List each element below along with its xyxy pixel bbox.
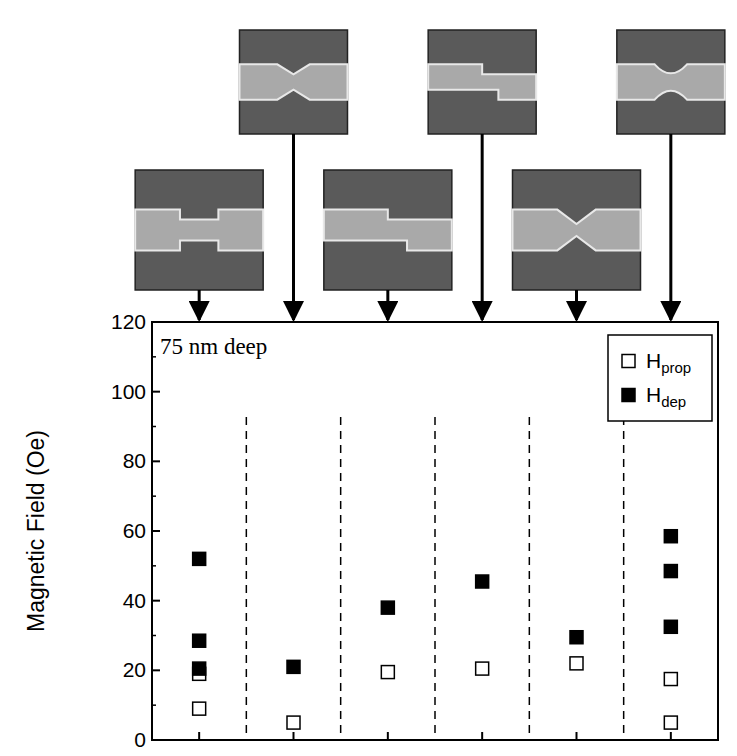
separator <box>623 417 625 740</box>
x-tick <box>576 732 578 740</box>
y-tick <box>152 460 160 462</box>
y-minor-tick <box>152 495 156 497</box>
point <box>193 552 206 565</box>
y-tick-label: 120 <box>111 310 146 333</box>
point <box>287 716 300 729</box>
wire-shape <box>428 64 536 99</box>
point <box>570 631 583 644</box>
point <box>193 634 206 647</box>
separator <box>529 417 531 740</box>
y-tick-label: 80 <box>123 449 146 472</box>
point <box>476 575 489 588</box>
y-tick-label: 20 <box>123 658 146 681</box>
geometry-image <box>240 30 348 134</box>
geometry-image <box>617 30 725 134</box>
y-tick-label: 60 <box>123 519 146 542</box>
y-tick <box>152 391 160 393</box>
x-tick <box>293 732 295 740</box>
point <box>664 620 677 633</box>
wire-shape <box>513 210 641 251</box>
separator <box>340 417 342 740</box>
point <box>664 565 677 578</box>
x-tick <box>670 732 672 740</box>
y-tick <box>152 669 160 671</box>
point <box>381 666 394 679</box>
point <box>476 662 489 675</box>
points <box>193 530 678 729</box>
arrow <box>292 134 295 320</box>
y-minor-tick <box>152 704 156 706</box>
y-tick-label: 0 <box>134 728 146 751</box>
point <box>381 601 394 614</box>
y-tick-label: 40 <box>123 589 146 612</box>
image-frame <box>428 30 536 134</box>
y-tick-label: 100 <box>111 380 146 403</box>
y-tick <box>152 600 160 602</box>
y-tick <box>152 530 160 532</box>
arrow <box>386 290 389 320</box>
y-tick <box>152 739 160 741</box>
wire-shape <box>617 64 725 99</box>
y-tick <box>152 321 160 323</box>
y-minor-tick <box>152 565 156 567</box>
annotation: 75 nm deep <box>160 334 267 359</box>
separator <box>246 417 248 740</box>
point <box>664 673 677 686</box>
point <box>287 660 300 673</box>
wire-shape <box>240 64 348 99</box>
x-tick <box>481 732 483 740</box>
legend: Hprop Hdep <box>608 335 712 421</box>
wire-shape <box>135 210 263 251</box>
arrow <box>198 290 201 320</box>
y-minor-tick <box>152 356 156 358</box>
image-frame <box>324 170 452 290</box>
plot-frame <box>152 322 718 740</box>
image-frame <box>617 30 725 134</box>
separator <box>434 417 436 740</box>
y-minor-tick <box>152 426 156 428</box>
point <box>664 716 677 729</box>
point <box>193 702 206 715</box>
arrow <box>481 134 484 320</box>
point <box>664 530 677 543</box>
point <box>570 657 583 670</box>
image-frame <box>240 30 348 134</box>
arrow <box>669 134 672 320</box>
legend-marker <box>622 389 635 402</box>
wire-shape <box>324 210 452 251</box>
chart: 0 20 40 60 80 100 120 Magnetic Field (Oe) 75 nm … <box>0 0 737 756</box>
image-frame <box>135 170 263 290</box>
x-tick <box>387 732 389 740</box>
geometry-image <box>324 170 452 290</box>
geometry-image <box>513 170 641 290</box>
y-axis-title: Magnetic Field (Oe) <box>23 430 49 632</box>
legend-marker <box>622 355 635 368</box>
arrow <box>575 290 578 320</box>
geometry-image <box>428 30 536 134</box>
legend-label: Hprop <box>646 349 691 376</box>
y-minor-tick <box>152 635 156 637</box>
geometry-image <box>135 170 263 290</box>
x-tick <box>198 732 200 740</box>
legend-label: Hdep <box>646 383 686 410</box>
legend-box <box>608 335 712 421</box>
image-frame <box>513 170 641 290</box>
point <box>193 662 206 675</box>
